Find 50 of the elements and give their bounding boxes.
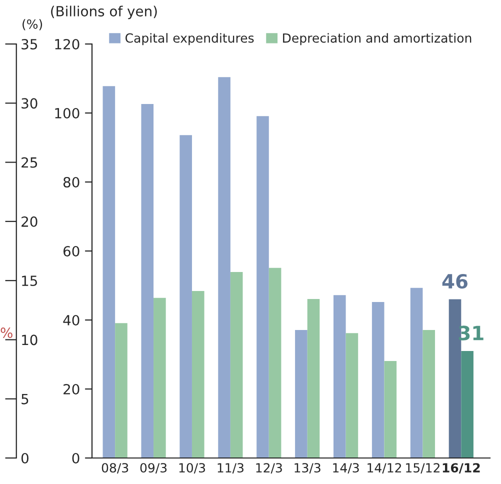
y2-axis-title: (%) (22, 19, 42, 30)
y-tick-label: 120 (55, 38, 80, 50)
bar (307, 298, 320, 458)
x-tick-label: 13/3 (294, 463, 320, 474)
bar (115, 323, 128, 458)
y-tick-label: 20 (64, 384, 80, 394)
bar (333, 295, 346, 458)
bar (180, 135, 192, 458)
x-tick-label: 15/12 (406, 463, 440, 474)
y-axis-title: (Billions of yen) (51, 6, 157, 20)
bar (384, 361, 397, 458)
bar (295, 330, 308, 458)
legend-label: Capital expenditures (126, 33, 254, 46)
y2-tick-label: 10 (22, 334, 38, 346)
x-tick-label: 11/3 (218, 463, 244, 474)
y-tick-label: 40 (63, 314, 80, 326)
y-tick-label: 0 (72, 452, 80, 464)
y2-tick-label: 15 (22, 276, 38, 286)
bar (154, 298, 166, 458)
bar (230, 272, 243, 458)
y2-tick-label: 20 (22, 216, 38, 227)
text: % (0, 327, 12, 338)
data-label: 46 (442, 274, 468, 289)
y2-tick-label: 30 (22, 98, 38, 109)
y2-tick-label: 0 (21, 452, 28, 464)
y2-tick-label: 25 (22, 157, 38, 168)
x-tick-label: 14/12 (368, 463, 402, 474)
y2-tick-label: 5 (22, 394, 28, 404)
y2-tick-label: 35 (22, 38, 38, 50)
x-tick-label: 12/3 (256, 463, 282, 474)
x-tick-label: 10/3 (179, 463, 206, 474)
y-tick-label: 60 (63, 246, 80, 256)
y-tick-label: 100 (55, 108, 80, 118)
bar (192, 291, 204, 458)
bar (346, 333, 358, 458)
bar (218, 77, 230, 458)
bar (422, 330, 436, 458)
x-tick-label: 09/3 (140, 463, 167, 474)
bar (372, 302, 384, 458)
y-tick-label: 80 (63, 176, 80, 188)
bar (268, 268, 282, 458)
bar (410, 288, 423, 458)
bar (141, 104, 154, 458)
legend-label: Depreciation and amortization (283, 33, 472, 46)
x-tick-label: 14/3 (333, 463, 359, 474)
bar (461, 351, 474, 458)
x-tick-label: 16/12 (442, 463, 480, 474)
x-tick-label: 08/3 (102, 463, 128, 474)
bar (256, 116, 269, 458)
bar (102, 86, 116, 458)
